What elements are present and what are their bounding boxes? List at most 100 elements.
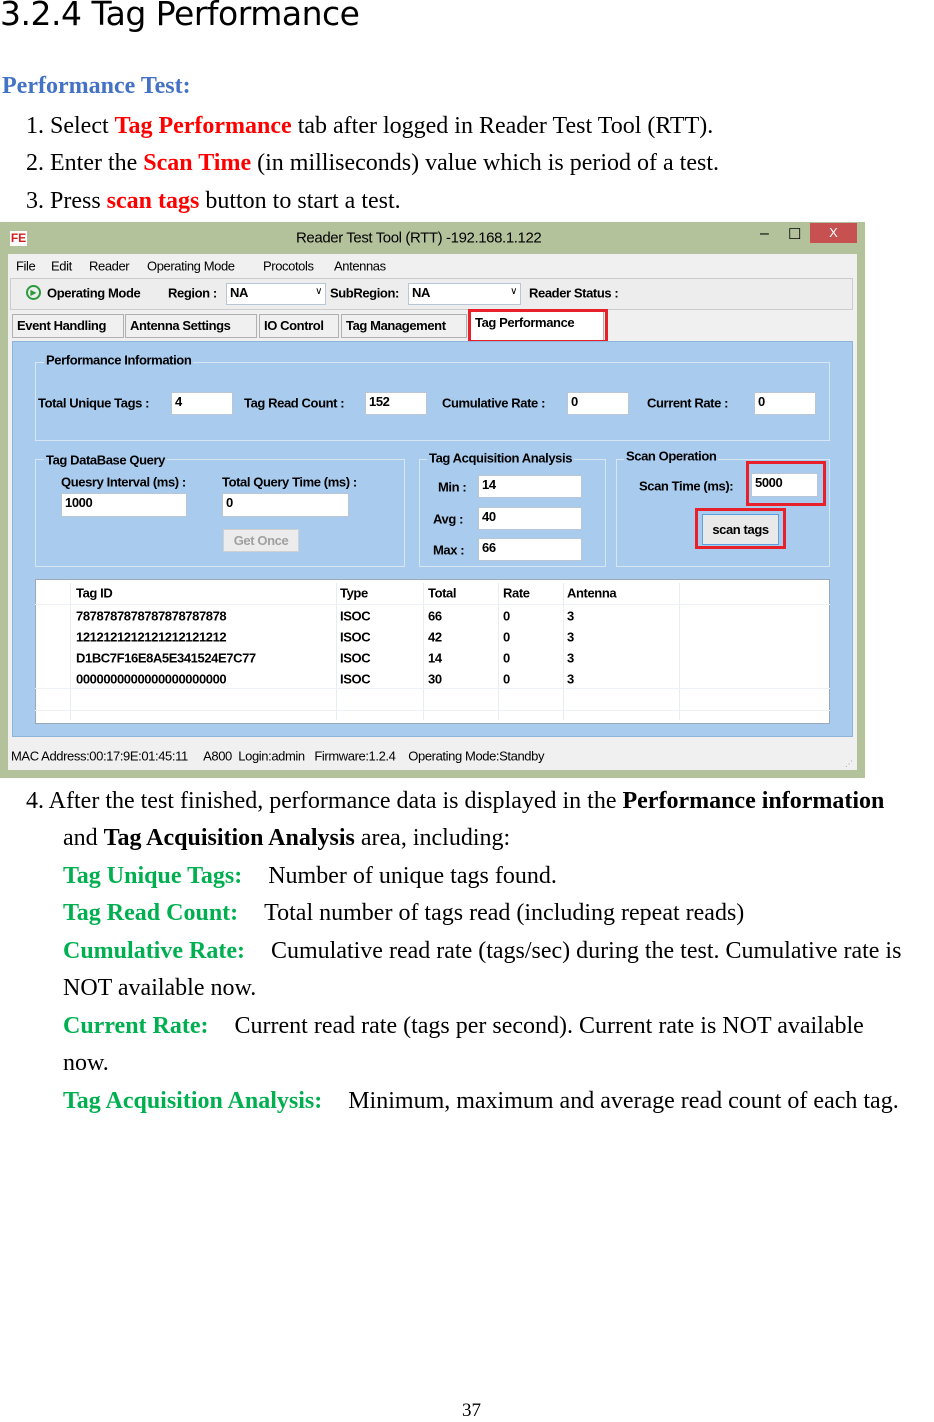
def-desc: Number of unique tags found.	[268, 863, 557, 889]
scan-operation-group	[616, 459, 830, 567]
cumulative-rate-field[interactable]: 0	[567, 392, 629, 415]
step-highlight: scan tags	[106, 188, 200, 214]
def-term: Tag Unique Tags:	[63, 863, 243, 889]
subregion-value: NA	[412, 285, 430, 300]
tab-antenna-settings[interactable]: Antenna Settings	[125, 314, 257, 338]
tab-tag-performance[interactable]: Tag Performance	[470, 311, 604, 341]
region-select[interactable]: NA ∨	[226, 283, 326, 305]
step-4: 4. After the test finished, performance …	[26, 787, 884, 815]
performance-information-group	[35, 362, 830, 441]
unique-tags-field[interactable]: 4	[171, 392, 233, 415]
step-highlight: Scan Time	[143, 150, 252, 176]
header-total[interactable]: Total	[428, 585, 457, 601]
avg-field[interactable]: 40	[478, 507, 582, 530]
menu-edit[interactable]: Edit	[51, 258, 72, 274]
step-text: 4. After the test finished, performance …	[26, 788, 623, 814]
def-desc: Total number of tags read (including rep…	[264, 900, 745, 926]
min-label: Min :	[438, 479, 467, 495]
group-title: Tag DataBase Query	[44, 452, 167, 468]
maximize-button[interactable]: ☐	[788, 226, 802, 243]
get-once-button[interactable]: Get Once	[223, 529, 299, 552]
group-title: Scan Operation	[624, 448, 719, 464]
tab-event-handling[interactable]: Event Handling	[12, 314, 124, 338]
table-cell: ISOC	[340, 608, 371, 624]
menu-file[interactable]: File	[16, 258, 36, 274]
table-cell: 3	[567, 608, 574, 624]
current-rate-field[interactable]: 0	[754, 392, 816, 415]
table-cell: 30	[428, 671, 442, 687]
highlight-box	[695, 508, 786, 549]
def-desc-cont: now.	[63, 1050, 109, 1076]
def-acquisition-analysis: Tag Acquisition Analysis: Minimum, maximu…	[63, 1087, 899, 1115]
min-field[interactable]: 14	[478, 475, 582, 498]
header-rate[interactable]: Rate	[503, 585, 530, 601]
tab-io-control[interactable]: IO Control	[259, 314, 339, 338]
rtt-window-screenshot: FE Reader Test Tool (RTT) -192.168.1.122…	[0, 222, 865, 778]
step-text: area, including:	[354, 825, 511, 851]
query-interval-field[interactable]: 1000	[61, 493, 187, 517]
step-text: 1. Select	[26, 113, 115, 139]
step-text: 2. Enter the	[26, 150, 144, 176]
menu-antennas[interactable]: Antennas	[334, 258, 386, 274]
menu-protocols[interactable]: Procotols	[263, 258, 314, 274]
minimize-button[interactable]: –	[760, 225, 769, 242]
table-cell: D1BC7F16E8A5E341524E7C77	[76, 650, 256, 666]
table-cell: 3	[567, 671, 574, 687]
group-title: Tag Acquisition Analysis	[427, 450, 575, 466]
def-term: Cumulative Rate:	[63, 938, 245, 964]
highlight-box	[468, 309, 608, 343]
max-label: Max :	[433, 542, 465, 558]
step-bold: Tag Acquisition Analysis	[103, 825, 355, 851]
play-icon[interactable]: ▶	[26, 285, 41, 300]
cumulative-rate-label: Cumulative Rate :	[442, 395, 546, 411]
table-cell: ISOC	[340, 671, 371, 687]
region-value: NA	[230, 285, 248, 300]
def-current-rate: Current Rate: Current read rate (tags per…	[63, 1012, 864, 1040]
tab-tag-management[interactable]: Tag Management	[341, 314, 467, 338]
header-antenna[interactable]: Antenna	[567, 585, 617, 601]
header-type[interactable]: Type	[340, 585, 368, 601]
scan-tags-button[interactable]: scan tags	[702, 514, 779, 545]
table-cell: 0	[503, 608, 510, 624]
step-2: 2. Enter the Scan Time (in milliseconds)…	[26, 149, 719, 177]
chevron-down-icon: ∨	[510, 286, 517, 297]
tag-table	[35, 579, 830, 724]
close-button[interactable]: X	[810, 223, 857, 243]
read-count-field[interactable]: 152	[365, 392, 427, 415]
app-logo: FE	[10, 231, 27, 246]
def-read-count: Tag Read Count: Total number of tags read…	[63, 899, 744, 927]
def-unique-tags: Tag Unique Tags: Number of unique tags fo…	[63, 862, 557, 890]
step-1: 1. Select Tag Performance tab after logg…	[26, 112, 713, 140]
step-highlight: Tag Performance	[114, 113, 292, 139]
def-cumulative-rate: Cumulative Rate: Cumulative read rate (ta…	[63, 937, 901, 965]
step-text: tab after logged in Reader Test Tool (RT…	[291, 113, 714, 139]
database-query-group	[35, 459, 405, 567]
scan-time-field[interactable]: 5000	[751, 473, 818, 497]
table-cell: 3	[567, 629, 574, 645]
def-desc-cont: NOT available now.	[63, 975, 257, 1001]
max-field[interactable]: 66	[478, 538, 582, 561]
table-cell: 7878787878787878787878	[76, 608, 227, 624]
def-term: Tag Acquisition Analysis:	[63, 1088, 323, 1114]
unique-tags-label: Total Unique Tags :	[38, 395, 150, 411]
subregion-select[interactable]: NA ∨	[408, 283, 521, 305]
header-tag-id[interactable]: Tag ID	[76, 585, 113, 601]
total-query-time-label: Total Query Time (ms) :	[222, 474, 357, 490]
menu-operating-mode[interactable]: Operating Mode	[147, 258, 235, 274]
menu-reader[interactable]: Reader	[89, 258, 130, 274]
table-cell: ISOC	[340, 650, 371, 666]
resize-grip-icon[interactable]: ⋰	[845, 759, 853, 769]
subregion-label: SubRegion:	[330, 285, 399, 301]
step-text: and	[63, 825, 104, 851]
table-cell: 42	[428, 629, 442, 645]
page-number: 37	[462, 1400, 481, 1421]
operating-mode-button[interactable]: Operating Mode	[47, 285, 141, 301]
def-desc: Minimum, maximum and average read count …	[348, 1088, 899, 1114]
section-title: 3.2.4 Tag Performance	[0, 0, 360, 33]
step-3: 3. Press scan tags button to start a tes…	[26, 187, 401, 215]
read-count-label: Tag Read Count :	[244, 395, 345, 411]
def-term: Current Rate:	[63, 1013, 209, 1039]
region-label: Region :	[168, 285, 217, 301]
total-query-time-field[interactable]: 0	[222, 493, 349, 517]
table-cell: ISOC	[340, 629, 371, 645]
